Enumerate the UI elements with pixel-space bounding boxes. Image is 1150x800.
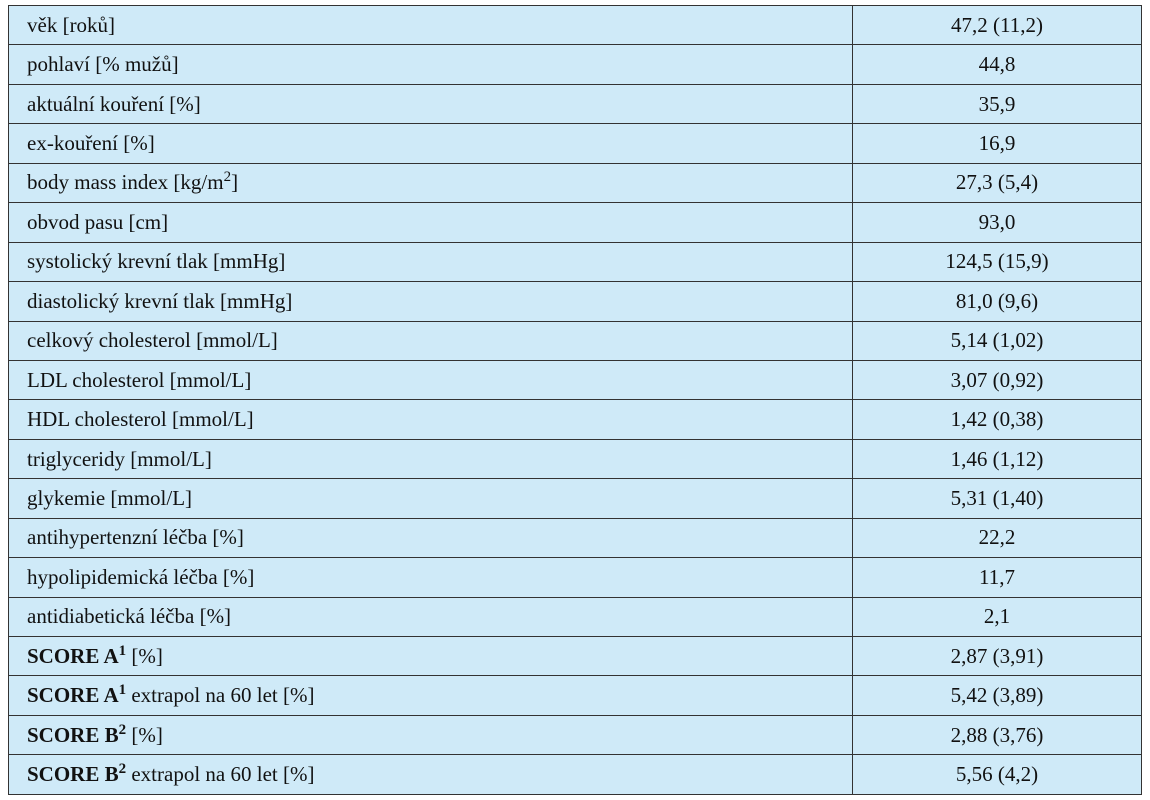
table-row: diastolický krevní tlak [mmHg] 81,0 (9,6) bbox=[8, 281, 1142, 322]
row-label: SCORE B2 extrapol na 60 let [%] bbox=[8, 754, 853, 795]
label-part: 2 bbox=[223, 169, 232, 186]
row-label: glykemie [mmol/L] bbox=[8, 478, 853, 519]
label-part: pohlaví [% mužů] bbox=[27, 52, 179, 77]
label-part: 2 bbox=[118, 761, 127, 778]
label-part: [%] bbox=[126, 643, 163, 668]
table-row: pohlaví [% mužů] 44,8 bbox=[8, 44, 1142, 85]
label-part: [%] bbox=[126, 722, 163, 747]
label-part: body mass index [kg/m bbox=[27, 170, 224, 195]
table-row: hypolipidemická léčba [%] 11,7 bbox=[8, 557, 1142, 598]
row-value: 16,9 bbox=[852, 123, 1142, 164]
row-value: 5,14 (1,02) bbox=[852, 320, 1142, 361]
row-value: 1,46 (1,12) bbox=[852, 438, 1142, 480]
row-value: 1,42 (0,38) bbox=[852, 399, 1142, 440]
label-part: aktuální kouření [%] bbox=[27, 91, 201, 116]
row-value: 3,07 (0,92) bbox=[852, 359, 1142, 401]
label-part: celkový cholesterol [mmol/L] bbox=[27, 328, 278, 353]
table-row: glykemie [mmol/L] 5,31 (1,40) bbox=[8, 478, 1142, 519]
row-label: obvod pasu [cm] bbox=[8, 202, 853, 243]
table-row: SCORE B2 [%] 2,88 (3,76) bbox=[8, 714, 1142, 756]
row-value: 5,56 (4,2) bbox=[852, 754, 1142, 795]
label-part: ] bbox=[231, 170, 239, 195]
label-part: věk [roků] bbox=[27, 12, 116, 37]
row-value: 2,1 bbox=[852, 596, 1142, 638]
table-row: SCORE A1 extrapol na 60 let [%] 5,42 (3,8… bbox=[8, 675, 1142, 716]
table-row: body mass index [kg/m2] 27,3 (5,4) bbox=[8, 162, 1142, 204]
table-row: triglyceridy [mmol/L] 1,46 (1,12) bbox=[8, 438, 1142, 480]
row-label: triglyceridy [mmol/L] bbox=[8, 438, 853, 480]
label-part: antihypertenzní léčba [%] bbox=[27, 525, 244, 550]
row-label: pohlaví [% mužů] bbox=[8, 44, 853, 85]
table-row: věk [roků] 47,2 (11,2) bbox=[8, 4, 1142, 46]
row-label: antidiabetická léčba [%] bbox=[8, 596, 853, 638]
row-label: hypolipidemická léčba [%] bbox=[8, 557, 853, 598]
table-row: aktuální kouření [%] 35,9 bbox=[8, 83, 1142, 125]
label-part: SCORE B bbox=[27, 722, 119, 747]
row-value: 81,0 (9,6) bbox=[852, 281, 1142, 322]
row-value: 2,88 (3,76) bbox=[852, 714, 1142, 756]
label-part: glykemie [mmol/L] bbox=[27, 485, 193, 510]
row-label: celkový cholesterol [mmol/L] bbox=[8, 320, 853, 361]
label-part: extrapol na 60 let [%] bbox=[126, 683, 315, 708]
row-label: antihypertenzní léčba [%] bbox=[8, 517, 853, 559]
label-part: triglyceridy [mmol/L] bbox=[27, 446, 212, 471]
table-row: antidiabetická léčba [%] 2,1 bbox=[8, 596, 1142, 638]
row-value: 93,0 bbox=[852, 202, 1142, 243]
label-part: LDL cholesterol [mmol/L] bbox=[27, 367, 252, 392]
label-part: 1 bbox=[118, 682, 127, 699]
row-label: věk [roků] bbox=[8, 4, 853, 46]
label-part: hypolipidemická léčba [%] bbox=[27, 564, 255, 589]
row-label: systolický krevní tlak [mmHg] bbox=[8, 241, 853, 283]
label-part: SCORE B bbox=[27, 762, 119, 787]
label-part: systolický krevní tlak [mmHg] bbox=[27, 249, 286, 274]
table-row: systolický krevní tlak [mmHg] 124,5 (15,9… bbox=[8, 241, 1142, 283]
row-value: 11,7 bbox=[852, 557, 1142, 598]
label-part: extrapol na 60 let [%] bbox=[126, 762, 315, 787]
table-row: SCORE A1 [%] 2,87 (3,91) bbox=[8, 635, 1142, 677]
label-part: diastolický krevní tlak [mmHg] bbox=[27, 288, 293, 313]
row-value: 47,2 (11,2) bbox=[852, 4, 1142, 46]
label-part: obvod pasu [cm] bbox=[27, 209, 169, 234]
row-value: 44,8 bbox=[852, 44, 1142, 85]
row-label: aktuální kouření [%] bbox=[8, 83, 853, 125]
table-row: ex-kouření [%] 16,9 bbox=[8, 123, 1142, 164]
row-value: 22,2 bbox=[852, 517, 1142, 559]
label-part: ex-kouření [%] bbox=[27, 131, 155, 156]
label-part: 1 bbox=[118, 642, 127, 659]
table-row: SCORE B2 extrapol na 60 let [%] 5,56 (4,2… bbox=[8, 754, 1142, 795]
row-value: 5,42 (3,89) bbox=[852, 675, 1142, 716]
label-part: SCORE A bbox=[27, 643, 119, 668]
label-part: HDL cholesterol [mmol/L] bbox=[27, 407, 254, 432]
row-label: LDL cholesterol [mmol/L] bbox=[8, 359, 853, 401]
label-part: SCORE A bbox=[27, 683, 119, 708]
table-row: LDL cholesterol [mmol/L] 3,07 (0,92) bbox=[8, 359, 1142, 401]
table-row: HDL cholesterol [mmol/L] 1,42 (0,38) bbox=[8, 399, 1142, 440]
row-value: 5,31 (1,40) bbox=[852, 478, 1142, 519]
row-value: 124,5 (15,9) bbox=[852, 241, 1142, 283]
table-row: obvod pasu [cm] 93,0 bbox=[8, 202, 1142, 243]
table-body: věk [roků] 47,2 (11,2) pohlaví [% mužů] 44,… bbox=[8, 4, 1142, 795]
row-label: diastolický krevní tlak [mmHg] bbox=[8, 281, 853, 322]
row-label: SCORE A1 [%] bbox=[8, 635, 853, 677]
row-value: 2,87 (3,91) bbox=[852, 635, 1142, 677]
label-part: 2 bbox=[118, 721, 127, 738]
row-value: 35,9 bbox=[852, 83, 1142, 125]
row-label: body mass index [kg/m2] bbox=[8, 162, 853, 204]
table-row: celkový cholesterol [mmol/L] 5,14 (1,02) bbox=[8, 320, 1142, 361]
row-label: SCORE B2 [%] bbox=[8, 714, 853, 756]
label-part: antidiabetická léčba [%] bbox=[27, 604, 232, 629]
row-value: 27,3 (5,4) bbox=[852, 162, 1142, 204]
row-label: SCORE A1 extrapol na 60 let [%] bbox=[8, 675, 853, 716]
row-label: ex-kouření [%] bbox=[8, 123, 853, 164]
data-table: věk [roků] 47,2 (11,2) pohlaví [% mužů] 44,… bbox=[8, 4, 1142, 795]
row-label: HDL cholesterol [mmol/L] bbox=[8, 399, 853, 440]
table-row: antihypertenzní léčba [%] 22,2 bbox=[8, 517, 1142, 559]
